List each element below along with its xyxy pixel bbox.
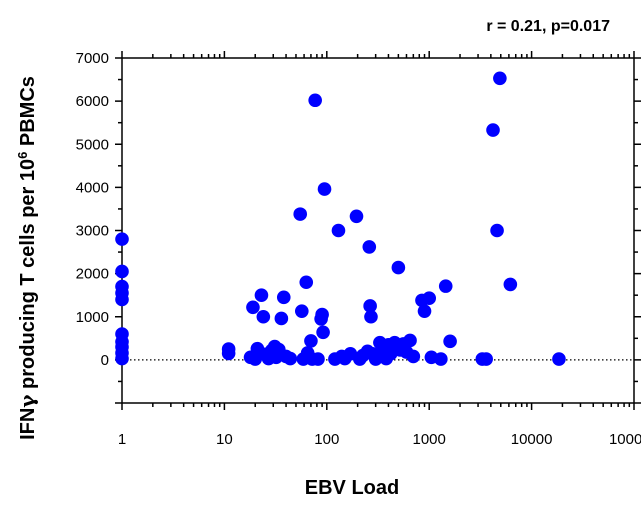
y-label-gamma: γ	[15, 394, 39, 408]
data-point	[293, 207, 308, 221]
x-tick-label: 100000	[609, 431, 641, 448]
y-tick-label: 4000	[76, 179, 109, 196]
data-point	[274, 311, 289, 326]
data-point	[490, 223, 504, 238]
data-point	[417, 304, 432, 318]
y-axis: 0 1000 2000 3000 4000 5000 6000 7000	[76, 50, 641, 404]
data-point	[304, 334, 318, 348]
data-point	[362, 240, 377, 254]
y-tick-label: 6000	[76, 93, 109, 110]
data-point	[349, 209, 364, 224]
data-point	[422, 291, 437, 306]
data-point	[246, 300, 260, 315]
data-point	[115, 292, 129, 307]
x-tick-label: 10000	[511, 431, 553, 448]
data-point	[254, 288, 269, 302]
y-tick-label: 0	[101, 352, 109, 369]
y-tick-label: 5000	[76, 136, 109, 153]
x-axis: 1 10 100 1000 10000 100000	[118, 51, 641, 448]
data-point	[115, 351, 129, 366]
data-point	[308, 93, 322, 108]
data-point	[434, 352, 448, 366]
data-point	[221, 346, 236, 361]
data-point	[283, 351, 298, 366]
data-point	[486, 123, 500, 137]
y-label-suffix: PBMCs	[17, 76, 39, 152]
data-point	[391, 260, 406, 275]
x-tick-label: 1	[118, 431, 126, 448]
data-point	[295, 304, 309, 318]
data-point	[315, 307, 329, 322]
data-point	[317, 182, 332, 196]
y-tick-label: 7000	[76, 50, 109, 67]
y-label-middle: producing T cells per 10	[17, 159, 39, 395]
data-point	[552, 352, 566, 366]
x-axis-label: EBV Load	[305, 477, 399, 499]
data-point	[443, 334, 457, 349]
data-point	[256, 309, 271, 324]
data-point	[276, 290, 291, 305]
x-tick-label: 100	[314, 431, 339, 448]
data-point	[363, 299, 377, 313]
data-point	[364, 309, 378, 324]
data-point	[403, 333, 417, 348]
y-tick-label: 3000	[76, 223, 109, 240]
data-point	[479, 352, 493, 366]
y-label-superscript: 6	[15, 152, 30, 159]
x-tick-label: 10	[216, 431, 233, 448]
data-point	[115, 232, 129, 246]
data-point	[115, 264, 129, 279]
data-point	[406, 349, 421, 364]
data-points	[115, 71, 566, 366]
x-tick-label: 1000	[413, 431, 446, 448]
data-point	[438, 279, 453, 293]
data-point	[316, 325, 330, 340]
data-point	[331, 223, 346, 238]
y-axis-label: IFNγ producing T cells per 106 PBMCs	[15, 76, 40, 440]
y-tick-label: 1000	[76, 309, 109, 326]
y-label-prefix: IFN	[17, 408, 39, 440]
data-point	[503, 277, 518, 292]
correlation-annotation: r = 0.21, p=0.017	[486, 18, 610, 35]
data-point	[311, 352, 325, 366]
y-tick-label: 2000	[76, 266, 109, 283]
data-point	[299, 275, 314, 290]
data-point	[493, 71, 507, 86]
